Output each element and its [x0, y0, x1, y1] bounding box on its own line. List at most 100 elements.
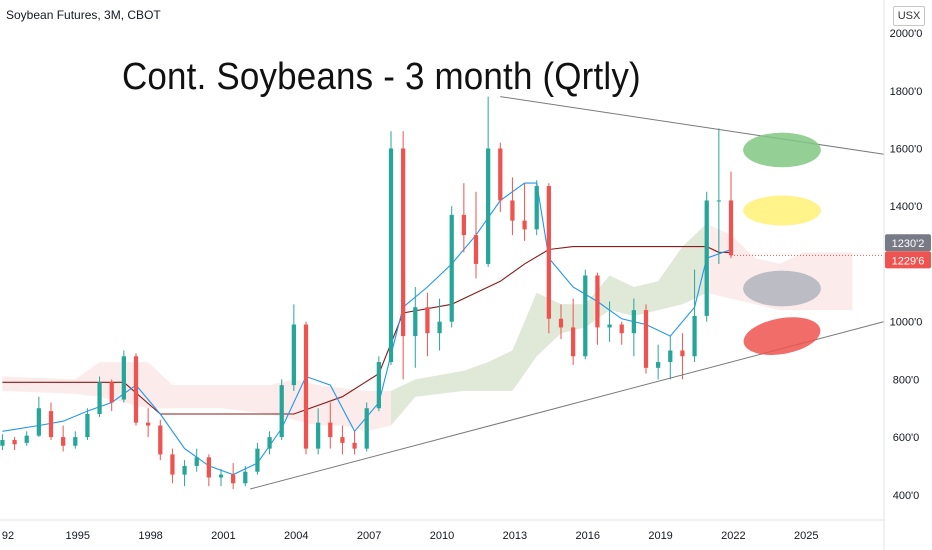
- chart-title: Cont. Soybeans - 3 month (Qrtly): [122, 56, 641, 98]
- trendline: [500, 96, 885, 155]
- candle-body: [48, 411, 54, 438]
- price-tag-label: 1229'6: [892, 255, 925, 267]
- candle-body: [607, 324, 612, 328]
- candle-body: [449, 214, 454, 322]
- candle-body: [461, 214, 466, 236]
- candle-body: [243, 471, 248, 484]
- kijun-line: [2, 246, 731, 415]
- x-tick-label: 1995: [65, 530, 89, 542]
- candle-body: [218, 474, 224, 478]
- y-axis: 2000'01800'01600'01400'01200'01000'0800'…: [883, 0, 923, 550]
- candlestick-series: [0, 96, 734, 490]
- x-tick-label: 2019: [648, 530, 672, 542]
- candle-body: [158, 425, 163, 455]
- candle-body: [255, 448, 260, 472]
- candle-body: [352, 442, 357, 449]
- unit-selector[interactable]: USX: [893, 6, 925, 26]
- candle-body: [534, 186, 539, 230]
- candle-body: [680, 350, 685, 357]
- candle-body: [510, 200, 515, 221]
- candle-body: [85, 414, 90, 438]
- candle-body: [704, 200, 709, 316]
- price-tags: 1230'2 1229'6: [885, 234, 931, 269]
- annotation-ellipse: [743, 317, 821, 355]
- candle-body: [61, 437, 66, 446]
- candle-body: [546, 186, 551, 319]
- candle-body: [643, 310, 649, 368]
- y-tick-label: 400'0: [893, 490, 920, 502]
- candle-body: [328, 422, 333, 438]
- annotation-ellipse: [743, 195, 821, 226]
- candle-body: [121, 356, 126, 400]
- candle-body: [194, 457, 199, 466]
- candle-body: [267, 437, 272, 449]
- candle-body: [36, 408, 41, 436]
- x-tick-label: 2013: [503, 530, 527, 542]
- y-tick-label: 1800'0: [890, 86, 923, 98]
- candle-body: [24, 435, 29, 443]
- candle-body: [486, 148, 491, 264]
- x-tick-label: 2007: [357, 530, 381, 542]
- candle-body: [413, 307, 418, 337]
- x-tick-label: 2025: [794, 530, 818, 542]
- candle-body: [206, 457, 211, 478]
- symbol-label: Soybean Futures, 3M, CBOT: [6, 8, 161, 22]
- candle-body: [631, 310, 636, 334]
- x-tick-label: 2010: [430, 530, 454, 542]
- x-tick-label: 92: [2, 530, 14, 542]
- candle-body: [97, 382, 102, 414]
- y-tick-label: 800'0: [893, 374, 920, 386]
- candle-body: [182, 465, 187, 475]
- candle-body: [522, 220, 527, 230]
- price-tag-bg: [885, 234, 931, 252]
- candle-body: [388, 148, 394, 363]
- candle-body: [12, 439, 17, 445]
- candle-body: [340, 437, 345, 443]
- x-axis: 92 1995 1998 2001 2004 2007 2010 2013 2016 2019 20…: [0, 519, 884, 542]
- candle-body: [401, 148, 406, 337]
- x-tick-label: 2016: [575, 530, 599, 542]
- candle-body: [498, 148, 503, 201]
- kijun-series: [2, 246, 731, 415]
- candle-body: [668, 350, 673, 363]
- candle-body: [595, 275, 600, 328]
- price-tag-bg: [885, 251, 931, 269]
- y-tick-label: 1400'0: [890, 201, 923, 213]
- candle-body: [279, 385, 284, 438]
- annotation-ellipse: [743, 270, 821, 307]
- x-tick-label: 2022: [721, 530, 745, 542]
- candle-body: [231, 474, 236, 484]
- candle-body: [692, 315, 697, 357]
- candle-body: [437, 321, 442, 334]
- candle-body: [146, 422, 151, 426]
- candle-body: [583, 275, 588, 357]
- candle-body: [291, 324, 296, 386]
- candle-body: [0, 439, 5, 446]
- candle-body: [376, 362, 381, 409]
- annotation-ellipses: [743, 132, 821, 355]
- candle-body: [473, 235, 479, 264]
- candle-body: [73, 437, 78, 446]
- x-tick-label: 1998: [138, 530, 162, 542]
- candle-body: [619, 324, 624, 334]
- candle-body: [133, 356, 139, 423]
- y-tick-label: 1600'0: [890, 144, 923, 156]
- candle-body: [558, 318, 564, 328]
- candle-body: [303, 324, 309, 449]
- price-tag-label: 1230'2: [892, 238, 925, 250]
- annotation-ellipse: [743, 132, 821, 168]
- candle-body: [716, 200, 721, 202]
- candle-body: [425, 307, 430, 334]
- candle-body: [656, 362, 661, 368]
- x-tick-label: 2004: [284, 530, 308, 542]
- candle-body: [109, 382, 114, 403]
- candle-body: [316, 422, 321, 449]
- candle-body: [170, 454, 175, 475]
- candle-body: [728, 200, 734, 256]
- candle-body: [364, 408, 369, 449]
- y-tick-label: 600'0: [893, 432, 920, 444]
- x-tick-label: 2001: [211, 530, 235, 542]
- y-tick-label: 1000'0: [890, 317, 923, 329]
- candle-body: [571, 327, 576, 357]
